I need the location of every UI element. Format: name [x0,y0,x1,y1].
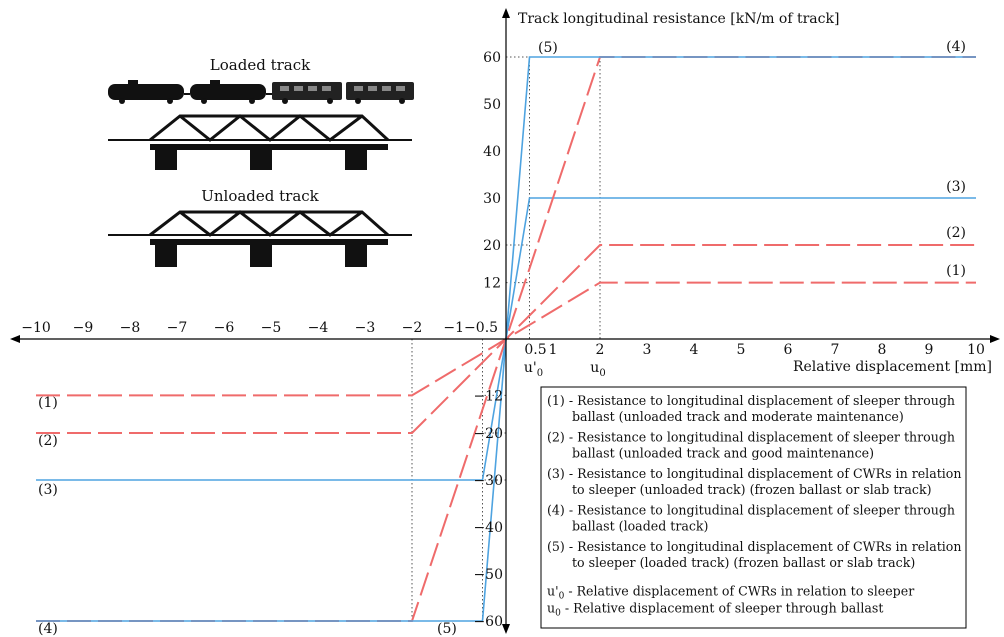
loaded-track-label: Loaded track [210,56,311,74]
x-tick-label: 0.5 [524,342,546,358]
loaded-bridge-icon [108,114,412,170]
legend-item-line: (1) - Resistance to longitudinal displac… [547,393,955,408]
legend: (1) - Resistance to longitudinal displac… [540,386,967,629]
x-tick-label: 3 [643,342,652,358]
x-axis-title: Relative displacement [mm] [793,359,992,375]
series-label: (5) [437,621,457,637]
x-tick-label: −9 [73,320,94,336]
x-tick-label: 8 [878,342,887,358]
y-tick-label: 20 [483,238,501,254]
y-axis-arrow-top [502,8,510,18]
x-tick-label: −6 [214,320,235,336]
series-label: (1) [38,395,58,411]
x-tick-label: −3 [355,320,376,336]
legend-item-line: (2) - Resistance to longitudinal displac… [547,430,955,445]
tick-labels: 0.5 1 2 3 4 5 6 7 8 9 10−1−0.5−2−3−4−5−6−7−8−9−101… [21,50,985,630]
x-tick-label: 7 [831,342,840,358]
x-tick-label: 5 [737,342,746,358]
illustration-area: Loaded track [108,56,414,267]
x-tick-label: −2 [402,320,423,336]
legend-note: u'0 - Relative displacement of CWRs in r… [547,584,915,602]
x-tick-label: −7 [167,320,188,336]
legend-box [540,386,967,629]
x-axis-arrow-left [10,335,20,343]
y-axis-arrow-bottom [502,624,510,634]
train-icon [108,80,414,104]
legend-item-line: to sleeper (loaded track) (frozen ballas… [572,555,915,570]
series-label: (3) [38,482,58,498]
y-tick-label: −60 [473,614,503,630]
legend-item-line: ballast (unloaded track and good mainten… [572,446,874,461]
series-label: (2) [38,433,58,449]
x-tick-label: 1 [549,342,558,358]
unloaded-bridge-icon [108,210,412,267]
series-label: (3) [946,179,966,195]
series-label: (5) [538,40,558,56]
y-tick-label: −50 [473,567,503,583]
y-axis-title: Track longitudinal resistance [kN/m of t… [518,11,839,27]
x-axis-arrow-right [990,335,1000,343]
y-tick-label: 50 [483,97,501,113]
axes [10,8,1000,634]
x-tick-label: 2 [596,342,605,358]
x-tick-label: −10 [21,320,51,336]
legend-item-line: (4) - Resistance to longitudinal displac… [547,503,955,518]
x-tick-label: −5 [261,320,282,336]
series-label: (1) [946,263,966,279]
y-tick-label: 30 [483,191,501,207]
series-label: (2) [946,225,966,241]
x-marker-label: u'0 [524,360,543,379]
legend-note: u0 - Relative displacement of sleeper th… [547,601,883,619]
y-tick-label: 12 [483,276,501,292]
series-labels: (5) (4) (3) (2) (1) (1) (2) (3) (4) (5) [38,39,966,637]
x-tick-label: 10 [967,342,985,358]
x-tick-label: 4 [690,342,699,358]
y-tick-label: 40 [483,144,501,160]
y-tick-label: −40 [473,520,503,536]
y-tick-label: −12 [473,388,503,404]
y-tick-label: −20 [473,426,503,442]
y-tick-label: −30 [473,473,503,489]
legend-item-line: to sleeper (unloaded track) (frozen ball… [572,482,932,497]
series-label: (4) [946,39,966,55]
x-marker-label: u0 [590,360,605,379]
legend-item-line: ballast (loaded track) [572,519,708,534]
legend-item-line: ballast (unloaded track and moderate mai… [572,409,904,424]
x-tick-label: −4 [308,320,329,336]
x-tick-label: 6 [784,342,793,358]
x-tick-label: −1−0.5 [443,320,498,336]
x-tick-label: −8 [120,320,141,336]
series-label: (4) [38,621,58,637]
legend-item-line: (3) - Resistance to longitudinal displac… [547,466,961,481]
x-tick-label: 9 [925,342,934,358]
unloaded-track-label: Unloaded track [201,187,319,205]
legend-item-line: (5) - Resistance to longitudinal displac… [547,539,961,554]
y-tick-label: 60 [483,50,501,66]
